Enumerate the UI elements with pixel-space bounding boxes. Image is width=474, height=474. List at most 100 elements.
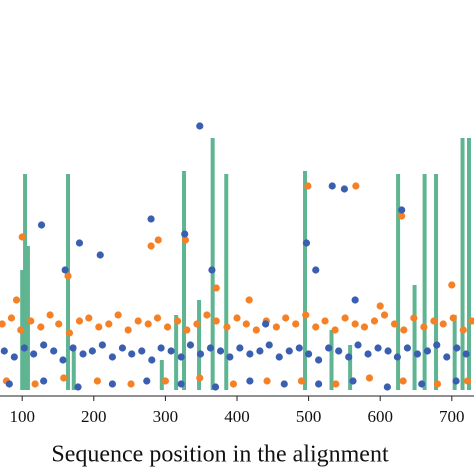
point	[325, 344, 333, 352]
point	[364, 350, 372, 358]
point	[305, 350, 313, 358]
point	[315, 380, 323, 388]
point	[352, 182, 360, 190]
point	[341, 314, 349, 322]
point	[233, 314, 241, 322]
point	[138, 347, 146, 355]
point	[345, 353, 353, 361]
bar	[303, 171, 308, 390]
point	[354, 341, 362, 349]
point	[108, 353, 117, 361]
point	[10, 353, 18, 361]
x-tick-label: 200	[81, 407, 107, 426]
point	[262, 320, 270, 328]
point	[312, 266, 320, 274]
point	[212, 284, 220, 292]
point	[105, 320, 113, 328]
point	[173, 317, 182, 325]
point	[61, 266, 69, 274]
bar	[412, 285, 417, 390]
point	[400, 326, 408, 334]
point	[40, 341, 48, 349]
point	[96, 251, 104, 259]
point	[30, 350, 38, 358]
point	[410, 314, 418, 322]
point	[282, 314, 290, 322]
point	[88, 347, 96, 355]
point	[304, 182, 312, 190]
point	[340, 185, 349, 193]
point	[263, 377, 271, 385]
point	[384, 347, 392, 355]
bar	[210, 138, 215, 390]
point	[242, 320, 250, 328]
point	[223, 323, 231, 331]
bar	[66, 174, 71, 390]
point	[468, 317, 474, 325]
x-axis-title: Sequence position in the alignment	[51, 442, 389, 468]
bar	[460, 138, 465, 390]
x-tick-label: 100	[9, 407, 35, 426]
point	[154, 236, 162, 244]
point	[280, 380, 288, 388]
point	[246, 377, 254, 385]
point	[206, 344, 215, 352]
point	[312, 323, 320, 331]
point	[186, 341, 195, 349]
point	[0, 347, 8, 355]
point	[167, 347, 175, 355]
point	[449, 314, 457, 322]
point	[360, 323, 369, 331]
point	[108, 380, 117, 388]
point	[212, 317, 220, 325]
point	[370, 317, 379, 325]
point	[462, 350, 470, 358]
point	[295, 344, 303, 352]
point	[144, 320, 152, 328]
point	[272, 323, 280, 331]
bar	[396, 174, 401, 390]
bar	[452, 315, 457, 390]
point	[292, 320, 300, 328]
x-tick-label: 500	[296, 407, 322, 426]
bar	[329, 330, 334, 390]
point	[335, 347, 343, 355]
point	[196, 374, 204, 382]
point	[459, 326, 467, 334]
point	[246, 350, 254, 358]
point	[275, 353, 283, 361]
point	[302, 311, 310, 319]
point	[321, 317, 329, 325]
bar	[224, 174, 229, 390]
point	[315, 356, 323, 364]
point	[453, 344, 461, 352]
bar	[182, 171, 187, 390]
point	[302, 239, 311, 247]
point	[148, 356, 156, 364]
point	[236, 344, 244, 352]
point	[118, 344, 127, 352]
point	[393, 353, 401, 361]
point	[5, 380, 13, 388]
point	[27, 317, 35, 325]
point	[413, 350, 422, 358]
point	[177, 353, 185, 361]
point	[55, 320, 63, 328]
point	[20, 344, 28, 352]
point	[423, 347, 432, 355]
point	[124, 326, 132, 334]
point	[351, 296, 359, 304]
point	[331, 326, 339, 334]
point	[418, 380, 426, 388]
point	[380, 311, 389, 319]
bar	[159, 360, 164, 390]
point	[134, 317, 142, 325]
point	[374, 344, 382, 352]
x-tick-label: 700	[439, 407, 465, 426]
point	[64, 272, 72, 280]
point	[128, 350, 136, 358]
point	[95, 323, 103, 331]
point	[365, 374, 374, 382]
bar	[434, 174, 439, 390]
point	[17, 326, 25, 334]
